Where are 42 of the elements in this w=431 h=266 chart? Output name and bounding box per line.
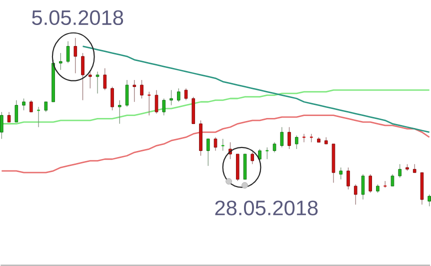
candlestick — [66, 40, 70, 64]
candlestick — [140, 80, 144, 99]
candlestick — [288, 126, 291, 150]
candlestick — [272, 142, 276, 153]
candlestick — [59, 52, 62, 70]
candlestick — [354, 184, 358, 205]
candlestick — [206, 138, 210, 166]
candlestick — [176, 88, 180, 102]
candlestick — [220, 138, 225, 151]
candlestick — [125, 80, 129, 108]
candlestick — [0, 112, 4, 140]
candlestick — [96, 71, 100, 94]
candlestick — [184, 88, 188, 100]
candlestick — [170, 90, 173, 106]
candlestick — [346, 167, 350, 190]
candlestick — [7, 112, 11, 122]
candlestick — [132, 80, 136, 102]
candlestick — [118, 100, 122, 124]
candlestick — [250, 152, 254, 164]
candlestick — [339, 167, 343, 180]
candlestick — [368, 174, 372, 194]
candlestick — [22, 98, 26, 111]
candlestick — [214, 136, 218, 151]
candlestick — [30, 100, 33, 112]
candlestick — [162, 98, 166, 116]
candlestick — [265, 147, 270, 160]
candlestick — [390, 174, 394, 186]
candlestick — [147, 91, 152, 116]
candlestick — [154, 90, 158, 114]
candlestick — [88, 71, 92, 89]
annotation: 28.05.2018 — [215, 200, 318, 216]
candlestick — [398, 164, 402, 178]
candlestick — [103, 68, 107, 90]
candlestick — [44, 102, 48, 112]
candlestick — [280, 126, 284, 148]
text: 5.05.2018 — [32, 10, 124, 26]
candlestick — [294, 135, 298, 150]
candlestick — [110, 86, 114, 111]
candlestick — [74, 38, 78, 74]
candlestick — [361, 174, 365, 200]
candlestick — [81, 52, 84, 100]
candlestick — [14, 100, 18, 122]
